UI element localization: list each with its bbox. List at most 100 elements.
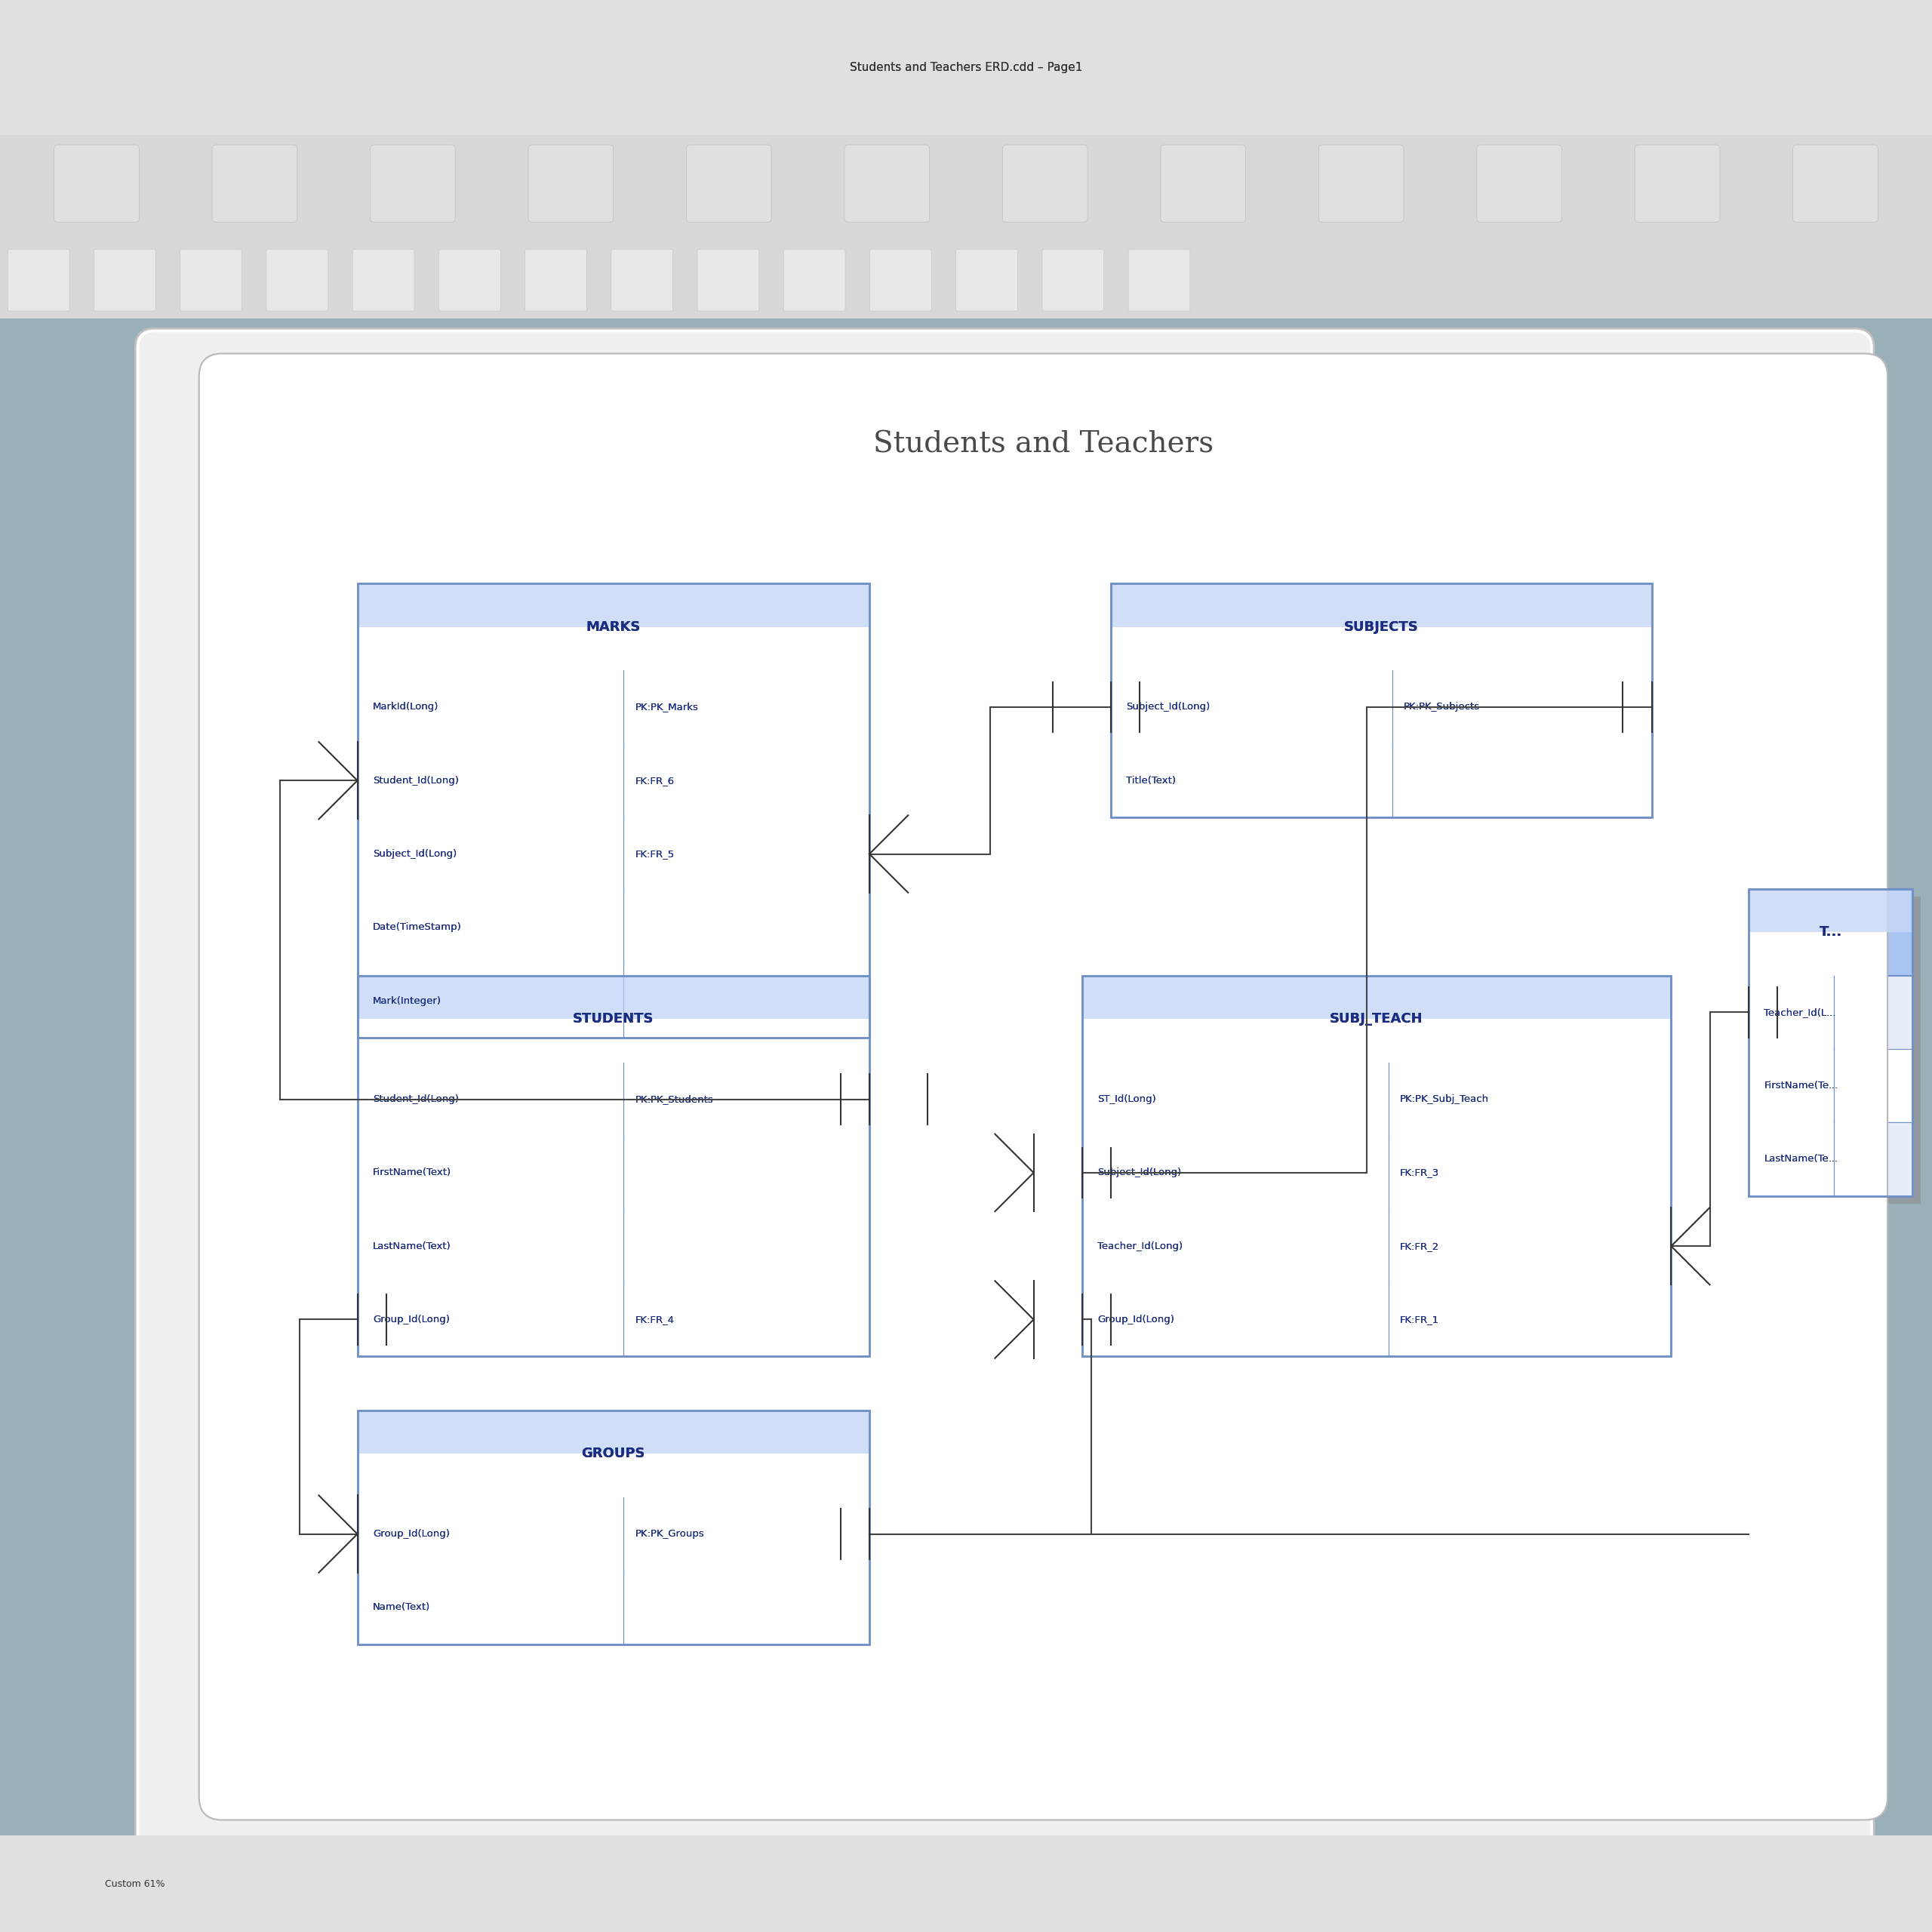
FancyBboxPatch shape	[697, 249, 759, 311]
FancyBboxPatch shape	[1082, 976, 1671, 1020]
FancyBboxPatch shape	[199, 354, 1888, 1820]
FancyBboxPatch shape	[357, 891, 869, 964]
Text: LastName(Te...: LastName(Te...	[1764, 1153, 1837, 1165]
Text: FK:FR_3: FK:FR_3	[1401, 1167, 1439, 1179]
FancyBboxPatch shape	[365, 983, 877, 1364]
Text: FK:FR_4: FK:FR_4	[636, 1314, 674, 1325]
Text: Students and Teachers ERD.cdd – Page1: Students and Teachers ERD.cdd – Page1	[850, 62, 1082, 73]
FancyBboxPatch shape	[0, 1835, 1932, 1932]
Text: Mark(Integer): Mark(Integer)	[373, 995, 442, 1007]
Text: PK:PK_Groups: PK:PK_Groups	[636, 1528, 705, 1540]
FancyBboxPatch shape	[8, 249, 70, 311]
FancyBboxPatch shape	[1748, 889, 1913, 976]
FancyBboxPatch shape	[357, 976, 869, 1063]
Text: Subject_Id(Long): Subject_Id(Long)	[1126, 701, 1209, 713]
FancyBboxPatch shape	[0, 319, 1932, 1932]
Text: MARKS: MARKS	[585, 620, 641, 634]
Text: MARKS: MARKS	[585, 620, 641, 634]
Text: Name(Text): Name(Text)	[373, 1602, 431, 1613]
Text: FirstName(Text): FirstName(Text)	[373, 1167, 452, 1179]
FancyBboxPatch shape	[1082, 1209, 1671, 1283]
Text: STUDENTS: STUDENTS	[574, 1012, 653, 1026]
Text: Student_Id(Long): Student_Id(Long)	[373, 775, 458, 786]
FancyBboxPatch shape	[686, 145, 771, 222]
Text: ST_Id(Long): ST_Id(Long)	[1097, 1094, 1155, 1105]
Text: FK:FR_4: FK:FR_4	[636, 1314, 674, 1325]
FancyBboxPatch shape	[357, 670, 869, 744]
FancyBboxPatch shape	[1082, 1136, 1671, 1209]
Text: PK:PK_Students: PK:PK_Students	[636, 1094, 713, 1105]
FancyBboxPatch shape	[1111, 583, 1652, 626]
Text: Date(TimeStamp): Date(TimeStamp)	[373, 922, 462, 933]
FancyBboxPatch shape	[1111, 744, 1652, 817]
Text: FK:FR_6: FK:FR_6	[636, 775, 674, 786]
FancyBboxPatch shape	[1476, 145, 1561, 222]
FancyBboxPatch shape	[357, 817, 869, 891]
FancyBboxPatch shape	[1111, 583, 1652, 670]
Text: Group_Id(Long): Group_Id(Long)	[373, 1528, 450, 1540]
Text: FK:FR_5: FK:FR_5	[636, 848, 674, 860]
FancyBboxPatch shape	[365, 1418, 877, 1652]
FancyBboxPatch shape	[1748, 889, 1913, 976]
Text: GROUPS: GROUPS	[582, 1447, 645, 1461]
FancyBboxPatch shape	[357, 744, 869, 817]
FancyBboxPatch shape	[0, 135, 1932, 232]
FancyBboxPatch shape	[1748, 889, 1913, 933]
Text: MarkId(Long): MarkId(Long)	[373, 701, 439, 713]
Text: GROUPS: GROUPS	[582, 1447, 645, 1461]
Text: PK:PK_Subjects: PK:PK_Subjects	[1405, 701, 1480, 713]
FancyBboxPatch shape	[1111, 744, 1652, 817]
FancyBboxPatch shape	[1082, 976, 1671, 1020]
Text: Group_Id(Long): Group_Id(Long)	[373, 1314, 450, 1325]
FancyBboxPatch shape	[1041, 249, 1103, 311]
FancyBboxPatch shape	[357, 1410, 869, 1455]
Text: STUDENTS: STUDENTS	[574, 1012, 653, 1026]
FancyBboxPatch shape	[526, 249, 587, 311]
FancyBboxPatch shape	[357, 964, 869, 1037]
FancyBboxPatch shape	[1756, 896, 1920, 1204]
FancyBboxPatch shape	[267, 249, 328, 311]
Text: FirstName(Te...: FirstName(Te...	[1764, 1080, 1837, 1092]
FancyBboxPatch shape	[357, 1571, 869, 1644]
Text: Group_Id(Long): Group_Id(Long)	[373, 1314, 450, 1325]
FancyBboxPatch shape	[1748, 976, 1913, 1049]
FancyBboxPatch shape	[352, 249, 413, 311]
Text: Students and Teachers ERD.cdd – Page1: Students and Teachers ERD.cdd – Page1	[850, 62, 1082, 73]
Text: FK:FR_1: FK:FR_1	[1401, 1314, 1439, 1325]
Text: SUBJ_TEACH: SUBJ_TEACH	[1329, 1012, 1424, 1026]
FancyBboxPatch shape	[0, 232, 1932, 319]
FancyBboxPatch shape	[357, 744, 869, 817]
Text: Title(Text): Title(Text)	[1126, 775, 1177, 786]
FancyBboxPatch shape	[1082, 976, 1671, 1063]
Text: Student_Id(Long): Student_Id(Long)	[373, 1094, 458, 1105]
FancyBboxPatch shape	[1748, 976, 1913, 1049]
Text: FK:FR_3: FK:FR_3	[1401, 1167, 1439, 1179]
Text: Subject_Id(Long): Subject_Id(Long)	[1097, 1167, 1180, 1179]
Text: SUBJECTS: SUBJECTS	[1345, 620, 1418, 634]
FancyBboxPatch shape	[1082, 976, 1671, 1063]
FancyBboxPatch shape	[357, 976, 869, 1063]
Text: PK:PK_Students: PK:PK_Students	[636, 1094, 713, 1105]
Text: Group_Id(Long): Group_Id(Long)	[373, 1528, 450, 1540]
FancyBboxPatch shape	[1756, 896, 1920, 1204]
Text: Title(Text): Title(Text)	[1126, 775, 1177, 786]
FancyBboxPatch shape	[956, 249, 1018, 311]
Text: PK:PK_Subj_Teach: PK:PK_Subj_Teach	[1401, 1094, 1490, 1105]
Text: Teacher_Id(Long): Teacher_Id(Long)	[1097, 1240, 1182, 1252]
Text: T...: T...	[1820, 925, 1841, 939]
FancyBboxPatch shape	[365, 591, 877, 1045]
Text: LastName(Text): LastName(Text)	[373, 1240, 452, 1252]
FancyBboxPatch shape	[784, 249, 846, 311]
FancyBboxPatch shape	[357, 1410, 869, 1497]
FancyBboxPatch shape	[365, 983, 877, 1364]
FancyBboxPatch shape	[1082, 1136, 1671, 1209]
Text: Subject_Id(Long): Subject_Id(Long)	[373, 848, 456, 860]
FancyBboxPatch shape	[357, 583, 869, 626]
FancyBboxPatch shape	[869, 249, 931, 311]
FancyBboxPatch shape	[357, 1410, 869, 1497]
FancyBboxPatch shape	[357, 1209, 869, 1283]
FancyBboxPatch shape	[357, 1063, 869, 1136]
FancyBboxPatch shape	[527, 145, 612, 222]
FancyBboxPatch shape	[1082, 1063, 1671, 1136]
Text: Subject_Id(Long): Subject_Id(Long)	[1126, 701, 1209, 713]
